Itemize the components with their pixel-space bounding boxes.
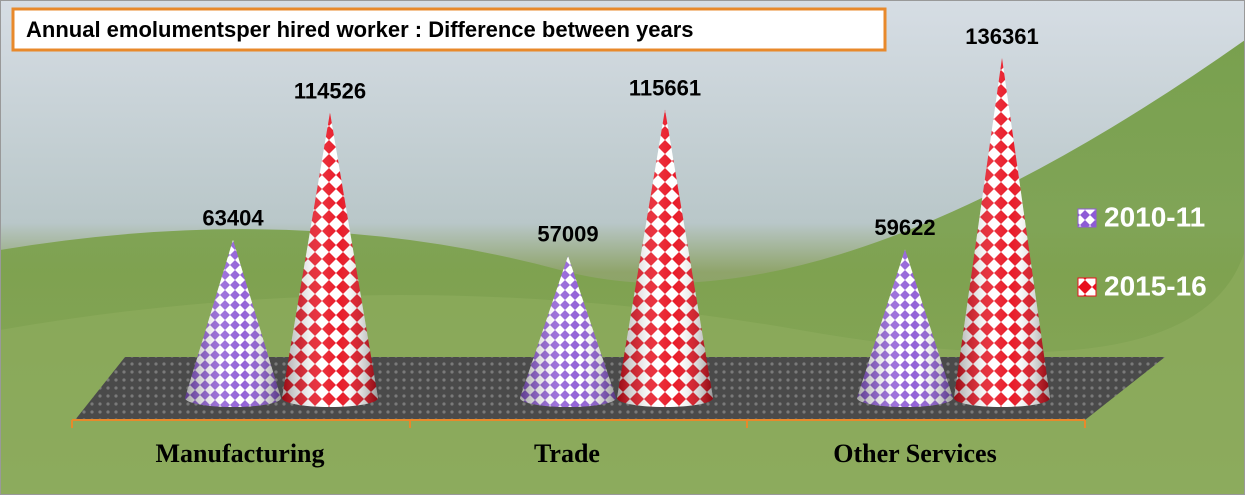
title-box — [11, 7, 887, 52]
data-label: 115661 — [629, 75, 701, 100]
cone-shade — [617, 109, 713, 407]
chart-title: Annual emolumentsper hired worker : Diff… — [26, 17, 694, 42]
data-label: 63404 — [202, 206, 264, 231]
cone — [954, 58, 1050, 407]
legend-marker — [1077, 208, 1097, 228]
cone-shade — [520, 255, 616, 407]
data-label: 114526 — [294, 78, 366, 103]
cone-shade — [954, 58, 1050, 407]
legend-marker — [1077, 277, 1097, 297]
legend-label: 2015-16 — [1104, 270, 1207, 301]
legend-label: 2010-11 — [1104, 201, 1205, 232]
cone-shade — [282, 112, 378, 407]
cone — [520, 255, 616, 407]
data-label: 136361 — [965, 24, 1038, 49]
x-tick-label: Other Services — [833, 439, 996, 468]
x-tick-label: Trade — [534, 439, 600, 468]
data-label: 57009 — [537, 222, 598, 247]
cone-shade — [185, 239, 281, 407]
cone — [857, 249, 953, 407]
x-ticks — [71, 420, 1086, 428]
cone — [617, 109, 713, 407]
data-label: 59622 — [874, 215, 935, 240]
cone — [185, 239, 281, 407]
x-tick-label: Manufacturing — [156, 439, 325, 468]
cone-shade — [857, 249, 953, 407]
cone — [282, 112, 378, 407]
